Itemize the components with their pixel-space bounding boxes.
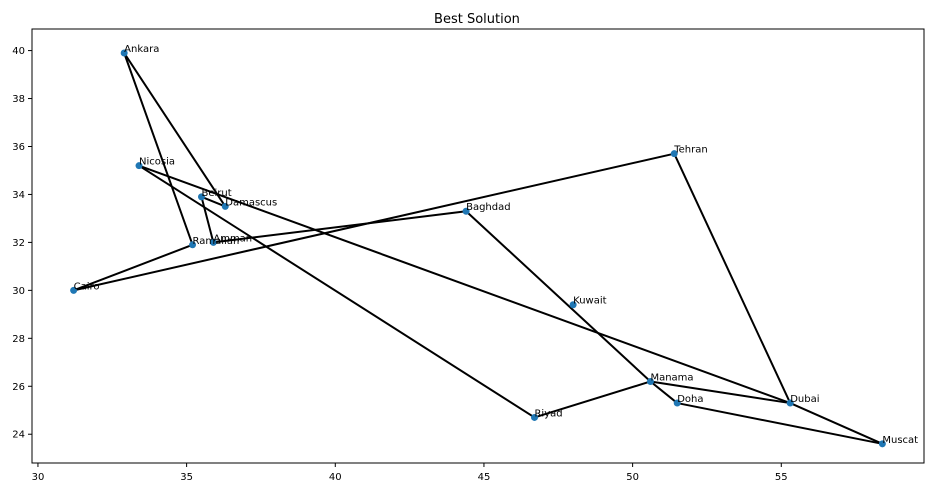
route-lines <box>72 51 884 445</box>
city-point <box>197 193 205 201</box>
y-tick-label: 24 <box>12 430 25 441</box>
y-tick-label: 40 <box>12 46 25 57</box>
x-tick-label: 45 <box>478 472 491 483</box>
city-label: Manama <box>650 372 693 383</box>
x-tick-label: 55 <box>775 472 788 483</box>
city-label: Beirut <box>201 188 231 199</box>
y-tick-label: 28 <box>12 334 25 345</box>
city-label: Riyad <box>534 408 562 419</box>
route-segment <box>212 210 468 244</box>
chart-title: Best Solution <box>434 12 520 27</box>
y-tick-label: 36 <box>12 142 25 153</box>
route-segment <box>673 152 792 405</box>
route-segment <box>533 380 652 419</box>
route-segment <box>200 195 215 244</box>
x-axis: 30 35 40 45 50 55 <box>32 463 788 483</box>
x-tick-label: 40 <box>329 472 342 483</box>
y-tick-label: 34 <box>12 190 25 201</box>
route-segment <box>649 380 679 405</box>
city-point <box>646 377 654 385</box>
city-point <box>189 241 197 249</box>
city-label: Dubai <box>790 394 819 405</box>
city-point <box>120 49 128 57</box>
route-segment <box>72 243 194 292</box>
plot-area-frame <box>31 28 925 464</box>
city-point <box>209 238 217 246</box>
city-point <box>786 399 794 407</box>
route-segment <box>465 210 652 383</box>
y-axis: 24 26 28 30 32 34 36 38 40 <box>12 46 32 441</box>
x-tick-label: 30 <box>32 472 45 483</box>
route-segment <box>200 195 227 208</box>
route-segment <box>138 164 792 405</box>
city-points <box>70 49 886 448</box>
city-point <box>462 207 470 215</box>
route-segment <box>123 51 194 246</box>
route-segment <box>789 402 884 445</box>
city-label: Kuwait <box>573 296 606 307</box>
city-point <box>673 399 681 407</box>
city-point <box>569 301 577 309</box>
city-label: Amman <box>213 233 252 244</box>
city-label: Damascus <box>225 197 277 208</box>
city-point <box>878 440 886 448</box>
city-point <box>530 413 538 421</box>
y-tick-label: 32 <box>12 238 25 249</box>
route-segment <box>649 380 792 405</box>
route-segment <box>72 152 676 292</box>
y-tick-label: 30 <box>12 286 25 297</box>
x-tick-label: 50 <box>626 472 639 483</box>
city-label: Doha <box>677 394 703 405</box>
city-point <box>221 202 229 210</box>
route-segment <box>123 51 227 208</box>
y-tick-label: 26 <box>12 382 25 393</box>
city-label: Muscat <box>882 435 918 446</box>
x-tick-label: 35 <box>180 472 193 483</box>
route-segment <box>676 402 884 445</box>
city-label: Ankara <box>124 44 159 55</box>
city-label: Cairo <box>74 281 100 292</box>
city-point <box>670 150 678 158</box>
route-segment <box>138 164 536 419</box>
y-tick-label: 38 <box>12 94 25 105</box>
city-point <box>70 286 78 294</box>
city-point <box>135 162 143 170</box>
city-label: Tehran <box>673 145 707 156</box>
city-label: Baghdad <box>466 202 511 213</box>
city-label: Ramallah <box>193 236 240 247</box>
city-label: Nicosia <box>139 157 175 168</box>
